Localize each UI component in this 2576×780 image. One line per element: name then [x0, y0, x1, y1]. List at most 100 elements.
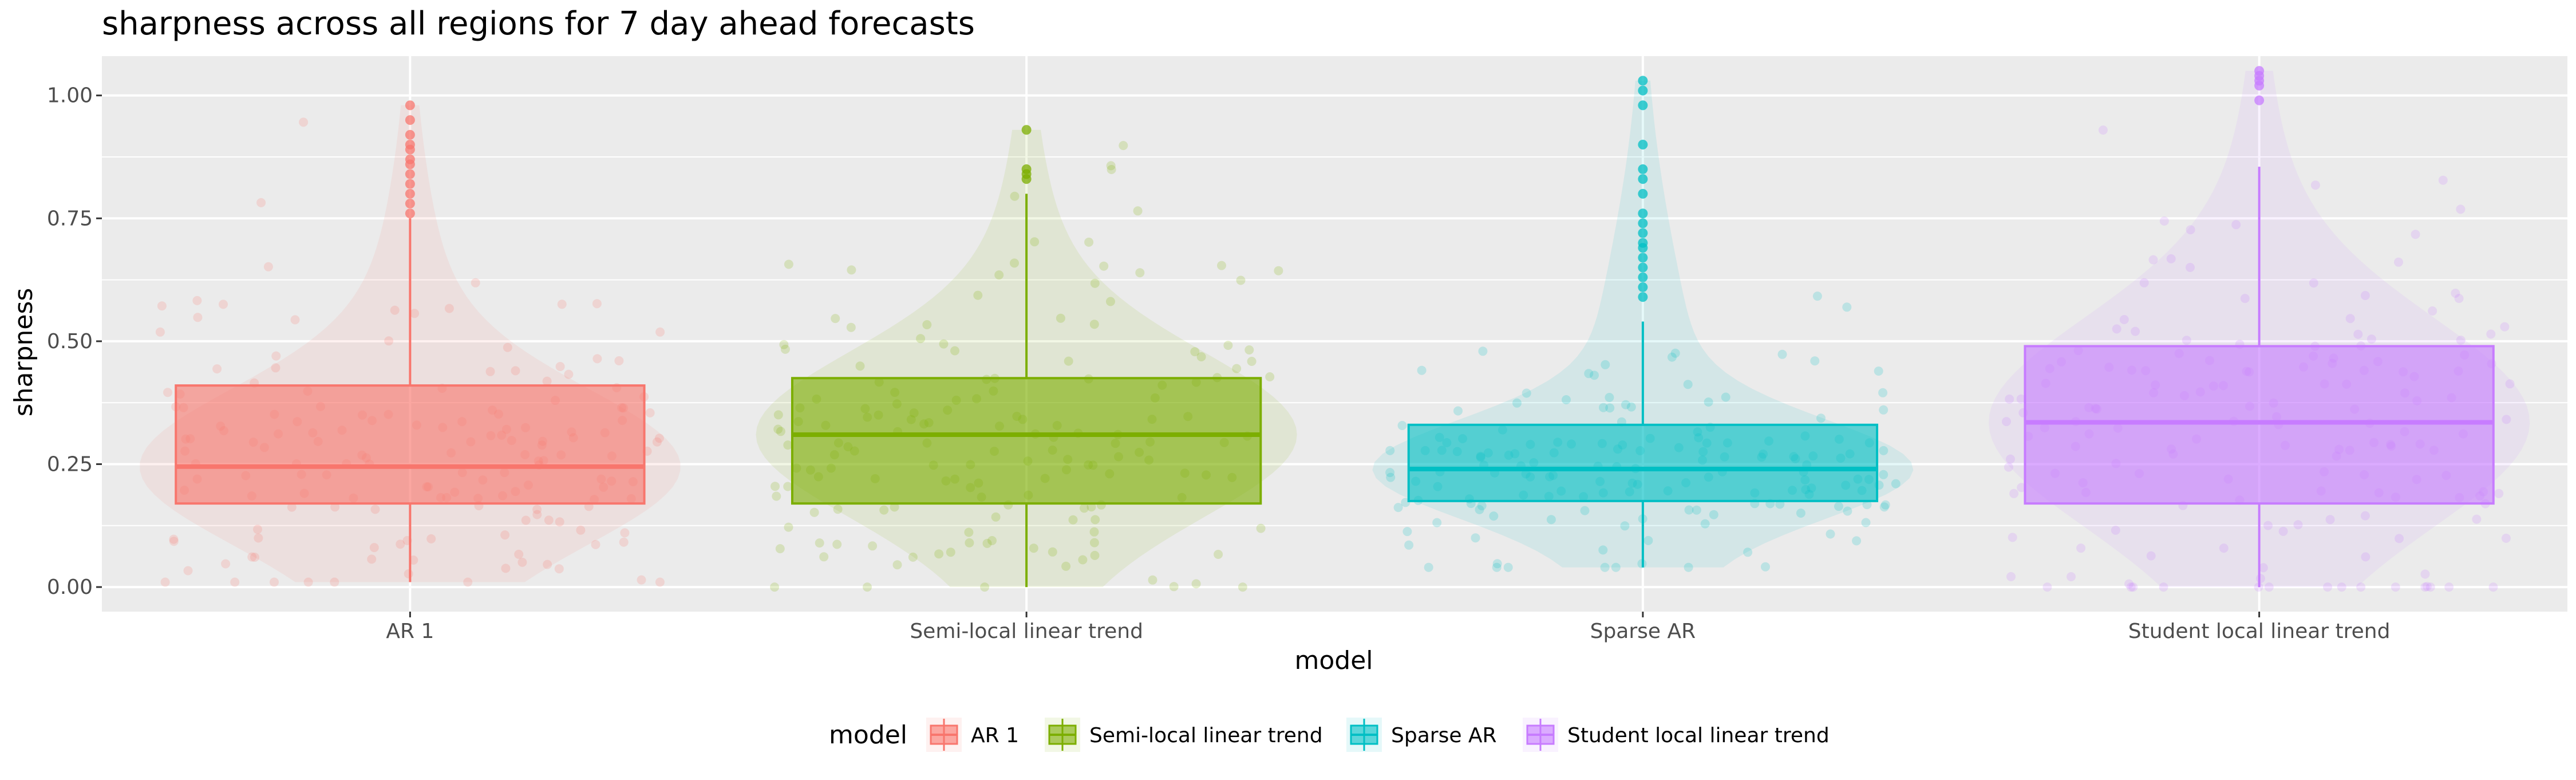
legend: model AR 1 Semi-local linear trend Sparse A…	[829, 718, 1830, 752]
jitter-point	[219, 300, 228, 309]
jitter-point	[2420, 569, 2430, 579]
jitter-point	[1879, 470, 1888, 479]
outlier-point	[1638, 140, 1648, 150]
jitter-point	[193, 313, 203, 322]
jitter-point	[1080, 503, 1089, 513]
jitter-point	[1826, 529, 1835, 539]
jitter-point	[2111, 525, 2120, 535]
jitter-point	[330, 577, 339, 587]
jitter-point	[1148, 575, 1157, 585]
jitter-point	[2017, 483, 2026, 493]
box	[791, 377, 1262, 505]
jitter-point	[1546, 515, 1556, 525]
jitter-point	[1030, 237, 1040, 247]
jitter-point	[2337, 582, 2346, 592]
jitter-point	[784, 259, 793, 269]
jitter-point	[1214, 550, 1223, 559]
jitter-point	[1670, 348, 1680, 358]
jitter-point	[157, 301, 167, 311]
jitter-point	[991, 512, 1001, 522]
jitter-point	[1810, 356, 1820, 366]
jitter-point	[2278, 526, 2288, 536]
jitter-point	[987, 536, 997, 545]
jitter-point	[247, 552, 257, 562]
jitter-point	[500, 530, 510, 540]
jitter-point	[369, 543, 379, 553]
jitter-point	[863, 582, 872, 592]
jitter-point	[256, 198, 266, 207]
jitter-point	[652, 437, 662, 447]
jitter-point	[2186, 225, 2195, 235]
jitter-point	[1190, 347, 1200, 357]
outlier-point	[1638, 188, 1648, 199]
outlier-point	[405, 179, 415, 189]
jitter-point	[155, 327, 165, 337]
jitter-point	[287, 502, 297, 512]
jitter-point	[908, 552, 918, 562]
box	[175, 384, 646, 505]
jitter-point	[815, 538, 824, 548]
legend-label: Sparse AR	[1391, 724, 1497, 747]
jitter-point	[1562, 395, 1571, 404]
jitter-point	[2353, 329, 2363, 339]
jitter-point	[2360, 291, 2370, 300]
jitter-point	[2139, 278, 2149, 287]
jitter-point	[771, 482, 780, 491]
jitter-point	[253, 525, 262, 534]
jitter-point	[890, 502, 899, 512]
jitter-point	[1590, 371, 1599, 380]
jitter-point	[303, 577, 313, 587]
box	[2024, 345, 2495, 505]
jitter-point	[2420, 582, 2430, 592]
series-group	[1372, 76, 1914, 572]
outlier-point	[405, 129, 415, 140]
jitter-point	[390, 305, 400, 315]
jitter-point	[2067, 572, 2076, 581]
y-tick-label: 1.00	[47, 84, 93, 108]
outlier-point	[1638, 292, 1648, 302]
jitter-point	[1598, 545, 1608, 555]
jitter-point	[2310, 180, 2320, 190]
jitter-point	[2451, 289, 2460, 298]
jitter-point	[773, 424, 783, 434]
jitter-point	[404, 569, 413, 578]
jitter-point	[1089, 538, 1099, 547]
jitter-point	[2486, 329, 2496, 339]
legend-title: model	[829, 720, 907, 750]
jitter-point	[2391, 582, 2400, 592]
jitter-point	[973, 290, 983, 300]
jitter-point	[1106, 297, 1115, 306]
jitter-point	[485, 367, 495, 376]
y-axis-title: sharpness	[9, 288, 38, 417]
jitter-point	[1404, 540, 1414, 550]
jitter-point	[2360, 511, 2370, 521]
jitter-point	[2112, 324, 2121, 334]
jitter-point	[1386, 472, 1396, 482]
jitter-point	[1743, 547, 1753, 557]
jitter-point	[2309, 278, 2318, 288]
legend-label: Semi-local linear trend	[1089, 724, 1323, 747]
plot-panel	[102, 56, 2567, 612]
jitter-point	[2148, 255, 2158, 265]
jitter-point	[2263, 521, 2273, 530]
jitter-point	[1879, 405, 1888, 415]
jitter-point	[2219, 543, 2229, 553]
jitter-point	[1879, 502, 1889, 512]
jitter-point	[1099, 261, 1109, 271]
jitter-point	[2501, 533, 2511, 543]
jitter-point	[2006, 572, 2016, 581]
jitter-point	[916, 334, 926, 344]
jitter-point	[2454, 294, 2464, 304]
jitter-point	[370, 505, 380, 514]
outlier-point	[1638, 85, 1648, 96]
jitter-point	[2076, 543, 2086, 553]
y-tick-label: 0.00	[47, 576, 93, 599]
jitter-point	[1133, 206, 1143, 216]
jitter-point	[444, 304, 454, 313]
jitter-point	[1217, 261, 1226, 270]
jitter-point	[2231, 220, 2241, 230]
jitter-point	[1477, 501, 1487, 511]
jitter-point	[592, 354, 602, 364]
jitter-point	[965, 538, 974, 547]
jitter-point	[1068, 515, 1078, 525]
